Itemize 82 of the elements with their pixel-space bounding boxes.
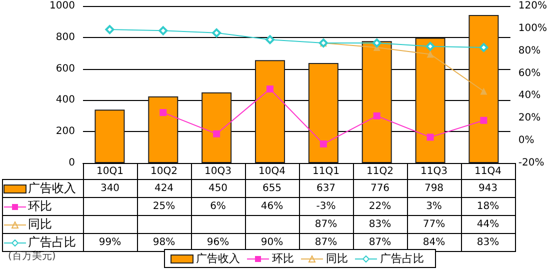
point xyxy=(158,26,168,36)
bar xyxy=(362,41,392,163)
x-tick-label: 11Q4 xyxy=(461,164,515,180)
data-label: 99% xyxy=(83,234,137,252)
y-tick-label: 800 xyxy=(56,32,75,43)
point xyxy=(266,85,274,92)
data-label: 22% xyxy=(353,198,407,216)
y2-tick-label: 20% xyxy=(518,112,541,124)
text: 同比 xyxy=(28,217,52,231)
data-label: 87% xyxy=(353,234,407,252)
x-tick-label: 10Q4 xyxy=(245,164,299,180)
point xyxy=(480,88,488,95)
y-tick-label: 400 xyxy=(56,94,75,106)
x-tick-label: 11Q3 xyxy=(407,164,461,180)
point xyxy=(373,112,380,120)
data-label: 340 xyxy=(83,180,137,198)
y-tick-label: 600 xyxy=(56,63,75,74)
x-tick-label: 10Q1 xyxy=(83,164,137,180)
bar xyxy=(94,110,125,163)
data-label: 18% xyxy=(461,198,515,216)
point xyxy=(265,35,274,44)
data-label: 943 xyxy=(461,180,515,198)
data-label: 84% xyxy=(407,234,461,252)
y2-tick-label: -20% xyxy=(518,158,544,168)
data-label: 83% xyxy=(353,216,407,234)
point xyxy=(105,25,114,34)
legend-label: 广告占比 xyxy=(28,235,76,249)
data-label: 450 xyxy=(191,180,245,198)
text: 广告收入 xyxy=(196,252,240,265)
y2-tick-label: 80% xyxy=(518,45,541,56)
text: (百万美元) xyxy=(8,250,56,263)
data-label: -3% xyxy=(299,198,353,216)
data-label: 83% xyxy=(461,234,515,252)
x-tick-label: 10Q2 xyxy=(137,164,191,180)
bar xyxy=(415,38,446,163)
point xyxy=(372,38,382,48)
data-label: 44% xyxy=(461,216,515,234)
bar xyxy=(308,62,338,163)
x-tick-label: 10Q3 xyxy=(191,164,245,180)
point xyxy=(480,116,488,124)
data-label: 637 xyxy=(299,180,353,198)
point xyxy=(213,130,220,138)
y-tick-label: 200 xyxy=(56,126,75,138)
data-label: 6% xyxy=(191,198,245,216)
y2-tick-label: 0% xyxy=(518,135,534,146)
legend-label: 广告收入 xyxy=(28,181,76,195)
y2-tick-label: 100% xyxy=(518,22,548,34)
bar xyxy=(468,14,499,163)
y-tick-label: 1000 xyxy=(50,0,75,12)
data-label: 96% xyxy=(191,234,245,252)
y2-tick-label: 120% xyxy=(518,0,548,12)
data-label: 87% xyxy=(299,234,353,252)
y2-tick-label: 60% xyxy=(518,68,541,79)
y2-tick-label: 40% xyxy=(518,90,541,102)
text: 广告占比 xyxy=(380,252,424,265)
point xyxy=(426,50,434,58)
data-label: 3% xyxy=(407,198,461,216)
point xyxy=(212,28,222,38)
bar xyxy=(202,92,232,163)
data-label: 98% xyxy=(137,234,191,252)
point xyxy=(479,42,488,52)
data-label: 77% xyxy=(407,216,461,234)
legend-label: 同比 xyxy=(326,252,348,265)
data-label: 25% xyxy=(137,198,191,216)
data-label: 90% xyxy=(245,234,299,252)
bar xyxy=(254,60,285,163)
point xyxy=(160,109,167,116)
x-tick-label: 11Q1 xyxy=(299,164,353,180)
data-label: 776 xyxy=(353,180,407,198)
point xyxy=(426,42,435,51)
data-label: 424 xyxy=(137,180,191,198)
text: 环比 xyxy=(28,199,52,213)
bar xyxy=(148,96,178,163)
legend-label: 环比 xyxy=(272,252,294,265)
point xyxy=(320,140,327,148)
data-label: 798 xyxy=(407,180,461,198)
point xyxy=(426,134,434,141)
data-label: 655 xyxy=(245,180,299,198)
data-label: 87% xyxy=(299,216,353,234)
data-label: 46% xyxy=(245,198,299,216)
x-tick-label: 11Q2 xyxy=(353,164,407,180)
y-tick-label: 0 xyxy=(68,158,75,168)
